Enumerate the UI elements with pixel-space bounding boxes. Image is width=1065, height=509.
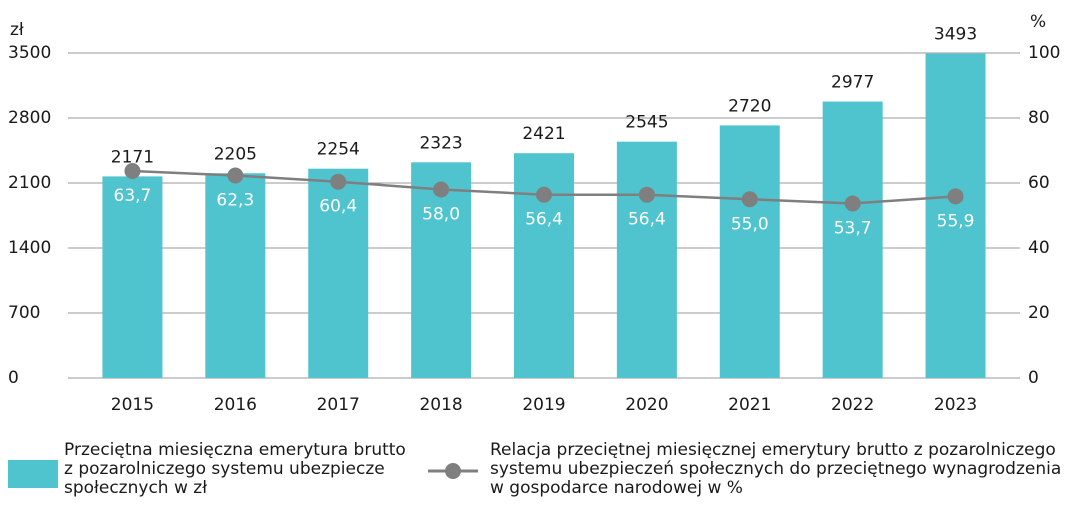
x-tick-label: 2020 bbox=[625, 395, 668, 415]
bar-value-label: 2171 bbox=[111, 147, 154, 167]
y-tick-label: 3500 bbox=[8, 43, 51, 63]
line-value-label: 55,9 bbox=[937, 211, 975, 231]
bar bbox=[616, 141, 677, 378]
line-marker bbox=[124, 162, 141, 179]
line-value-label: 55,0 bbox=[731, 214, 769, 234]
line-marker bbox=[536, 186, 552, 203]
bar bbox=[822, 101, 883, 379]
line-marker bbox=[947, 188, 964, 205]
bar-value-label: 2421 bbox=[522, 124, 565, 144]
line-marker bbox=[433, 181, 450, 198]
y-tick-label: 2800 bbox=[8, 108, 51, 128]
line-marker bbox=[227, 167, 244, 184]
x-tick-label: 2015 bbox=[111, 395, 154, 415]
x-tick-label: 2021 bbox=[728, 395, 771, 415]
legend-label: Przeciętna miesięczna emerytura brutto z… bbox=[64, 440, 406, 498]
legend-swatch bbox=[428, 463, 478, 479]
bar bbox=[925, 53, 986, 379]
x-tick-label: 2019 bbox=[522, 395, 565, 415]
y-axis-title: zł bbox=[10, 20, 24, 40]
line-value-label: 56,4 bbox=[525, 210, 563, 230]
bar bbox=[205, 173, 266, 378]
line-marker bbox=[844, 195, 861, 212]
legend-swatch bbox=[8, 460, 58, 488]
bar-value-label: 3493 bbox=[934, 25, 977, 45]
legend-label: Relacja przeciętnej miesięcznej emerytur… bbox=[490, 440, 1062, 498]
line-value-label: 56,4 bbox=[628, 210, 666, 230]
y-tick-label: 2100 bbox=[8, 173, 51, 193]
y2-tick-label: 40 bbox=[1028, 238, 1050, 258]
y2-axis-title: % bbox=[1030, 12, 1046, 32]
x-tick-label: 2016 bbox=[214, 395, 257, 415]
chart: zł % 0 700 1400 2100 2800 3500 0 20 40 60 80 100 201… bbox=[8, 12, 1060, 415]
x-tick-label: 2023 bbox=[934, 395, 977, 415]
y2-tick-label: 100 bbox=[1028, 43, 1060, 63]
line-marker bbox=[741, 191, 758, 208]
x-tick-label: 2018 bbox=[419, 395, 462, 415]
bar bbox=[308, 168, 369, 378]
y2-tick-label: 80 bbox=[1028, 108, 1050, 128]
bar-value-label: 2254 bbox=[317, 140, 360, 160]
y-tick-label: 700 bbox=[8, 303, 40, 323]
bar bbox=[719, 125, 780, 378]
bar bbox=[102, 176, 163, 378]
bar-value-label: 2205 bbox=[214, 144, 257, 164]
y-tick-label: 1400 bbox=[8, 238, 51, 258]
y2-tick-label: 60 bbox=[1028, 173, 1050, 193]
bar-value-label: 2323 bbox=[419, 133, 462, 153]
line-marker bbox=[330, 173, 347, 190]
line-value-label: 63,7 bbox=[114, 186, 152, 206]
line-value-label: 58,0 bbox=[422, 205, 460, 225]
y-tick-label: 0 bbox=[8, 368, 19, 388]
line-value-label: 53,7 bbox=[834, 218, 872, 238]
bar-value-label: 2720 bbox=[728, 96, 771, 116]
bar-value-label: 2977 bbox=[831, 73, 874, 93]
bar-value-label: 2545 bbox=[625, 113, 668, 133]
x-tick-label: 2022 bbox=[831, 395, 874, 415]
y2-tick-label: 0 bbox=[1028, 368, 1039, 388]
line-value-label: 62,3 bbox=[216, 191, 254, 211]
y2-tick-label: 20 bbox=[1028, 303, 1050, 323]
bar bbox=[411, 162, 472, 378]
legend-marker bbox=[445, 463, 461, 479]
line-marker bbox=[638, 186, 655, 203]
x-tick-label: 2017 bbox=[317, 395, 360, 415]
line-value-label: 60,4 bbox=[319, 197, 357, 217]
